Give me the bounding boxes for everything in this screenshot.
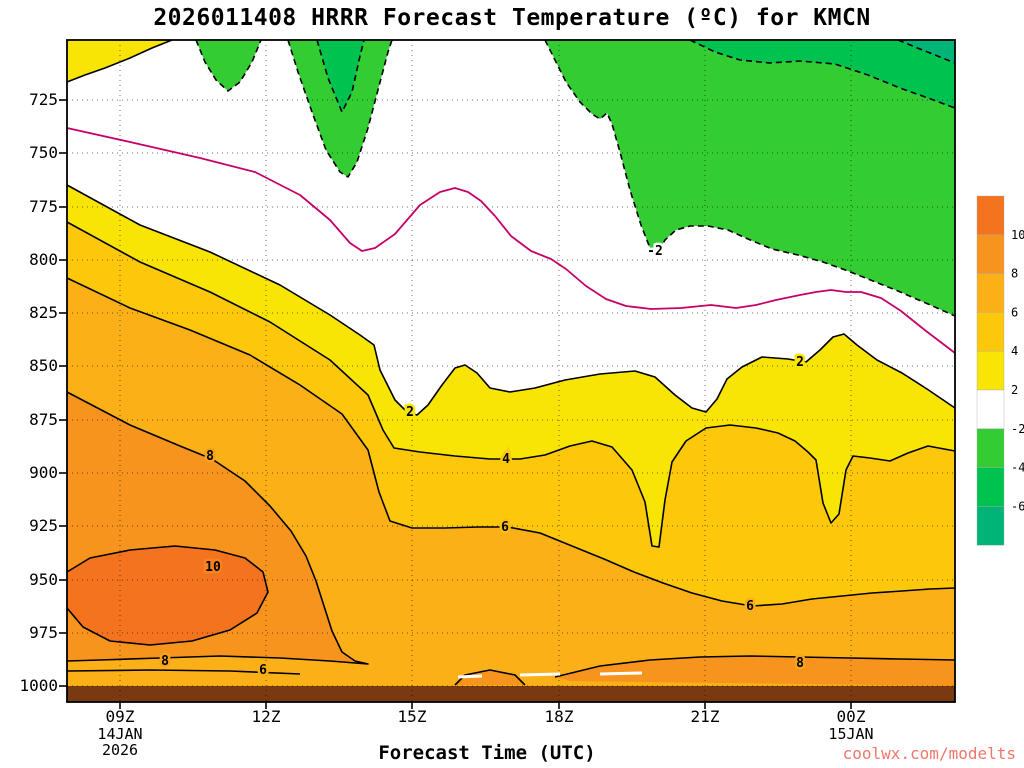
y-tick-label: 825 (29, 303, 58, 322)
colorbar-band (976, 234, 1005, 274)
contour-minus2-line-main (544, 39, 956, 317)
contour-label: 8 (206, 449, 214, 464)
y-tick-label: 875 (29, 410, 58, 429)
contour-2-line-tongue (66, 39, 173, 83)
contour-minus2-lobe-a (195, 39, 262, 92)
colorbar-band (976, 195, 1005, 235)
x-tick-label: 18Z (544, 707, 574, 726)
y-tick-label: 950 (29, 570, 58, 589)
y-tick-label: 975 (29, 623, 58, 642)
contour-label: 8 (796, 656, 804, 671)
contour-label: 6 (259, 663, 267, 678)
date-label: 14JAN (97, 725, 143, 743)
contour-label: 8 (161, 654, 169, 669)
contour-10-line (66, 545, 269, 646)
contour-6-line-bottom-left (66, 669, 301, 675)
x-tick-label: 00Z (836, 707, 866, 726)
contour-label: 4 (502, 452, 510, 467)
colorbar-band (976, 351, 1005, 391)
colorbar: 10 8 6 4 2 -2 -4 -6 (976, 195, 1024, 546)
contour-minus4-line (689, 39, 956, 109)
y-tick-label: 850 (29, 356, 58, 375)
x-tick-label: 15Z (397, 707, 427, 726)
colorbar-band (976, 506, 1005, 546)
band-below-minus4-lobe-b-core (317, 40, 364, 112)
plot-frame (66, 39, 956, 703)
colorbar-tick-label: -4 (1011, 461, 1024, 475)
surface-white-dash (599, 671, 643, 676)
contour-8-line-bottom-right (554, 655, 956, 678)
colorbar-tick-label: 4 (1011, 344, 1018, 358)
band-below-minus2-main (545, 40, 955, 316)
band-below-minus2-lobe-a (196, 40, 261, 91)
colorbar-band (976, 428, 1005, 468)
date-label: 2026 (101, 741, 139, 759)
colorbar-tick-label: -2 (1011, 422, 1024, 436)
colorbar-band (976, 389, 1005, 429)
colorbar-tick-label: 6 (1011, 305, 1018, 319)
x-tick-label: 12Z (251, 707, 281, 726)
y-tick-label: 1000 (19, 676, 58, 695)
colorbar-tick-label: 2 (1011, 383, 1018, 397)
contour-label: 2 (796, 355, 804, 370)
band-gte-10 (67, 546, 268, 645)
axis-tickmarks (59, 99, 852, 709)
colorbar-band (976, 273, 1005, 313)
colorbar-tick-label: 10 (1011, 228, 1024, 242)
surface-white-dash (457, 674, 483, 679)
y-tick-label: 725 (29, 90, 58, 109)
date-label: 15JAN (828, 725, 874, 743)
band-gte-8-bottom-right (555, 656, 955, 686)
chart-title: 2026011408 HRRR Forecast Temperature (ºC… (153, 5, 871, 31)
contour-label: -2 (647, 244, 663, 259)
y-tick-label: 750 (29, 143, 58, 162)
contour-minus2-lobe-b (287, 39, 393, 178)
band-below-minus4 (690, 40, 955, 108)
y-tick-label: 800 (29, 250, 58, 269)
contour-2-line (66, 184, 956, 416)
contour-minus6-line (897, 39, 956, 64)
contour-label: 2 (406, 405, 414, 420)
contour-labels: 8 10 8 6 2 4 6 -2 2 6 8 (159, 242, 807, 681)
x-axis-title: Forecast Time (UTC) (378, 742, 596, 764)
contour-4-line (66, 221, 956, 548)
x-tick-label: 21Z (690, 707, 720, 726)
zero-degree-line (66, 127, 956, 354)
y-tick-label: 775 (29, 197, 58, 216)
colorbar-band (976, 312, 1005, 352)
colorbar-tick-label: 8 (1011, 267, 1018, 281)
x-tick-label: 09Z (105, 707, 135, 726)
contour-6-line (66, 277, 956, 607)
contour-lines (66, 39, 956, 686)
surface-white-dash (519, 672, 561, 677)
contour-label: 6 (746, 599, 754, 614)
contour-label: 6 (501, 520, 509, 535)
y-tick-label: 925 (29, 516, 58, 535)
contour-minus4-lobe-b-core (316, 39, 365, 113)
contour-8-line-left (66, 391, 369, 665)
watermark: coolwx.com/modelts (842, 744, 1016, 763)
ground-strip (67, 686, 955, 702)
y-tick-label: 900 (29, 463, 58, 482)
colorbar-band (976, 467, 1005, 507)
gridlines (67, 40, 955, 702)
colorbar-tick-label: -6 (1011, 499, 1024, 513)
contour-label: 10 (205, 560, 221, 575)
